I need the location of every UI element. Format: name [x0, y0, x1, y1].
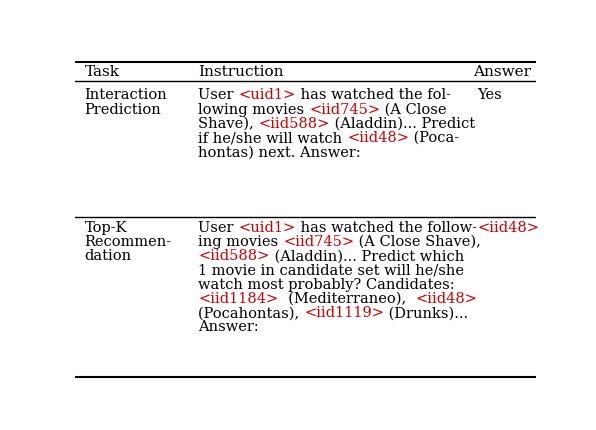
Text: (Mediterraneo),: (Mediterraneo),: [278, 292, 415, 306]
Text: (A Close Shave),: (A Close Shave),: [354, 235, 481, 249]
Text: Recommen-: Recommen-: [85, 235, 172, 249]
Text: (Aladdin)... Predict: (Aladdin)... Predict: [330, 117, 475, 131]
Text: <uid1>: <uid1>: [238, 88, 296, 102]
Text: has watched the follow-: has watched the follow-: [296, 221, 477, 235]
Text: Task: Task: [85, 65, 120, 79]
Text: Shave),: Shave),: [198, 117, 259, 131]
Text: (Drunks)...: (Drunks)...: [384, 306, 468, 320]
Text: <iid1184>: <iid1184>: [198, 292, 278, 306]
Text: Yes: Yes: [477, 88, 502, 102]
Text: <iid745>: <iid745>: [309, 102, 380, 117]
Text: 1 movie in candidate set will he/she: 1 movie in candidate set will he/she: [198, 264, 464, 277]
Text: if he/she will watch: if he/she will watch: [198, 131, 347, 145]
Text: Prediction: Prediction: [85, 102, 162, 117]
Text: User: User: [198, 221, 238, 235]
Text: <iid745>: <iid745>: [283, 235, 354, 249]
Text: <iid588>: <iid588>: [198, 249, 269, 263]
Text: (Pocahontas),: (Pocahontas),: [198, 306, 304, 320]
Text: Top-K: Top-K: [85, 221, 128, 235]
Text: <iid48>: <iid48>: [415, 292, 477, 306]
Text: User: User: [198, 88, 238, 102]
Text: Instruction: Instruction: [198, 65, 284, 79]
Text: lowing movies: lowing movies: [198, 102, 309, 117]
Text: <iid48>: <iid48>: [477, 221, 539, 235]
Text: <iid1119>: <iid1119>: [304, 306, 384, 320]
Text: dation: dation: [85, 249, 132, 263]
Text: <iid48>: <iid48>: [347, 131, 409, 145]
Text: Answer:: Answer:: [198, 320, 259, 335]
Text: Interaction: Interaction: [85, 88, 167, 102]
Text: hontas) next. Answer:: hontas) next. Answer:: [198, 145, 361, 159]
Text: <uid1>: <uid1>: [238, 221, 296, 235]
Text: has watched the fol-: has watched the fol-: [296, 88, 451, 102]
Text: ing movies: ing movies: [198, 235, 283, 249]
Text: watch most probably? Candidates:: watch most probably? Candidates:: [198, 278, 455, 292]
Text: (A Close: (A Close: [380, 102, 446, 117]
Text: (Poca-: (Poca-: [409, 131, 459, 145]
Text: (Aladdin)... Predict which: (Aladdin)... Predict which: [269, 249, 464, 263]
Text: Answer: Answer: [473, 65, 530, 79]
Text: <iid588>: <iid588>: [259, 117, 330, 131]
